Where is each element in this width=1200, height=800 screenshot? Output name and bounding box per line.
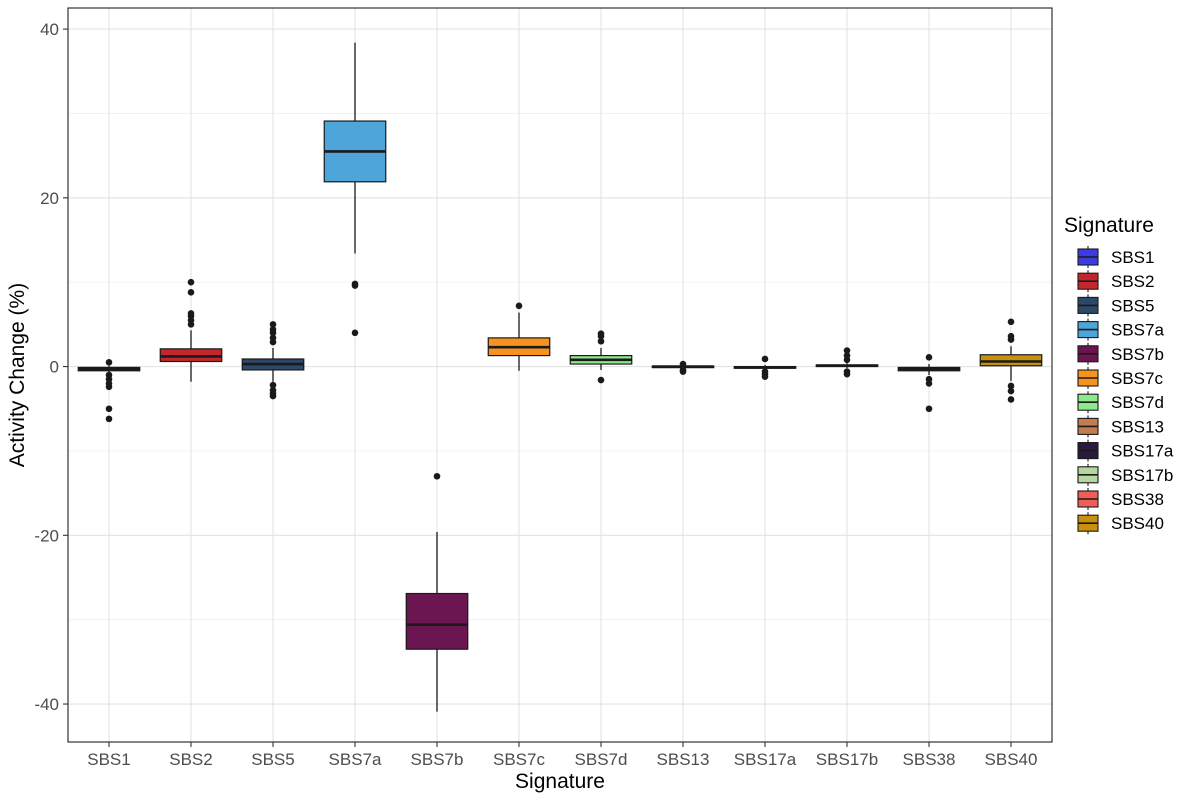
outlier-point xyxy=(187,278,195,286)
outlier-point xyxy=(679,360,687,368)
box-sbs7b xyxy=(405,472,469,712)
outlier-point xyxy=(1007,396,1015,403)
box-sbs38 xyxy=(897,353,961,413)
legend-label: SBS7a xyxy=(1111,321,1164,340)
box-sbs17b xyxy=(815,347,879,378)
box-sbs17a xyxy=(733,355,797,380)
x-tick-label: SBS17a xyxy=(734,750,797,769)
outlier-point xyxy=(925,353,933,361)
y-tick-label: 20 xyxy=(40,189,59,208)
plot-panel-border xyxy=(67,7,1053,743)
legend-label: SBS38 xyxy=(1111,490,1164,509)
y-tick-label: -40 xyxy=(34,695,59,714)
outlier-point xyxy=(269,321,277,328)
legend-item-sbs40: SBS40 xyxy=(1077,512,1164,535)
legend-item-sbs38: SBS38 xyxy=(1077,488,1164,510)
plot-panel xyxy=(68,8,1052,742)
box-sbs2 xyxy=(159,278,223,382)
legend-label: SBS7d xyxy=(1111,393,1164,412)
outlier-point xyxy=(351,282,359,289)
x-axis-title: Signature xyxy=(515,770,605,793)
legend-item-sbs7c: SBS7c xyxy=(1077,367,1163,389)
legend-label: SBS1 xyxy=(1111,248,1154,267)
box-sbs13 xyxy=(651,360,715,375)
legend-label: SBS7c xyxy=(1111,369,1163,388)
legend-item-sbs17b: SBS17b xyxy=(1077,463,1173,486)
outlier-point xyxy=(187,310,195,317)
legend-item-sbs7a: SBS7a xyxy=(1077,318,1164,341)
outlier-point xyxy=(925,380,933,387)
legend-label: SBS17b xyxy=(1111,466,1173,485)
boxplot-layer xyxy=(77,42,1043,712)
legend-item-sbs7d: SBS7d xyxy=(1077,391,1164,414)
legend-item-sbs1: SBS1 xyxy=(1077,246,1154,268)
outlier-point xyxy=(761,373,769,380)
x-tick-label: SBS5 xyxy=(251,750,294,769)
box-sbs7a xyxy=(323,42,387,337)
y-tick-label: 40 xyxy=(40,20,59,39)
x-tick-label: SBS40 xyxy=(985,750,1038,769)
legend-label: SBS13 xyxy=(1111,417,1164,436)
x-tick-label: SBS13 xyxy=(657,750,710,769)
legend: Signature SBS1 SBS2 SBS5 SBS7a SBS7b SBS7c SBS… xyxy=(1064,214,1174,535)
x-tick-label: SBS7a xyxy=(329,750,382,769)
outlier-point xyxy=(597,330,605,337)
x-tick-label: SBS38 xyxy=(903,750,956,769)
x-tick-label: SBS7d xyxy=(575,750,628,769)
box-sbs7c xyxy=(487,302,551,371)
outlier-point xyxy=(105,415,113,423)
outlier-point xyxy=(843,347,851,354)
x-tick-label: SBS7c xyxy=(493,750,545,769)
legend-item-sbs2: SBS2 xyxy=(1077,270,1154,293)
outlier-point xyxy=(1007,318,1015,326)
y-tick-label: -20 xyxy=(34,526,59,545)
legend-label: SBS17a xyxy=(1111,442,1174,461)
box-sbs1 xyxy=(77,359,141,423)
legend-item-sbs5: SBS5 xyxy=(1077,294,1154,317)
outlier-point xyxy=(269,326,277,333)
outlier-point xyxy=(679,368,687,375)
legend-item-sbs13: SBS13 xyxy=(1077,415,1164,438)
legend-label: SBS7b xyxy=(1111,345,1164,364)
outlier-point xyxy=(187,289,195,296)
legend-title: Signature xyxy=(1064,214,1154,237)
y-axis-title: Activity Change (%) xyxy=(6,283,29,467)
box-sbs7d xyxy=(569,330,633,384)
outlier-point xyxy=(515,302,523,310)
outlier-point xyxy=(433,472,441,480)
outlier-point xyxy=(843,352,851,359)
outlier-point xyxy=(269,392,277,400)
outlier-point xyxy=(269,334,277,342)
outlier-point xyxy=(105,405,113,413)
box-sbs5 xyxy=(241,321,305,400)
legend-item-sbs7b: SBS7b xyxy=(1077,342,1164,365)
outlier-point xyxy=(1007,382,1015,390)
box-sbs40 xyxy=(979,318,1043,403)
outlier-point xyxy=(1007,387,1015,395)
grid-layer xyxy=(68,8,1052,742)
box-body xyxy=(405,592,469,650)
outlier-point xyxy=(105,359,113,366)
outlier-point xyxy=(597,337,605,345)
x-tick-label: SBS1 xyxy=(87,750,130,769)
x-tick-label: SBS7b xyxy=(411,750,464,769)
x-tick-label: SBS17b xyxy=(816,750,878,769)
outlier-point xyxy=(105,383,113,391)
legend-label: SBS2 xyxy=(1111,272,1154,291)
x-tick-label: SBS2 xyxy=(169,750,212,769)
y-tick-label: 0 xyxy=(50,358,59,377)
legend-label: SBS40 xyxy=(1111,514,1164,533)
outlier-point xyxy=(597,376,605,384)
legend-label: SBS5 xyxy=(1111,296,1154,315)
outlier-point xyxy=(351,329,359,337)
outlier-point xyxy=(843,370,851,378)
outlier-point xyxy=(761,355,769,363)
outlier-point xyxy=(925,405,933,413)
axis-layer: -40 -20 0 20 40 SBS1 SBS2 SBS5 SBS7a SBS7b SBS7c SB… xyxy=(34,20,1037,769)
legend-item-sbs17a: SBS17a xyxy=(1077,439,1174,462)
outlier-point xyxy=(269,381,277,389)
outlier-point xyxy=(1007,332,1015,340)
